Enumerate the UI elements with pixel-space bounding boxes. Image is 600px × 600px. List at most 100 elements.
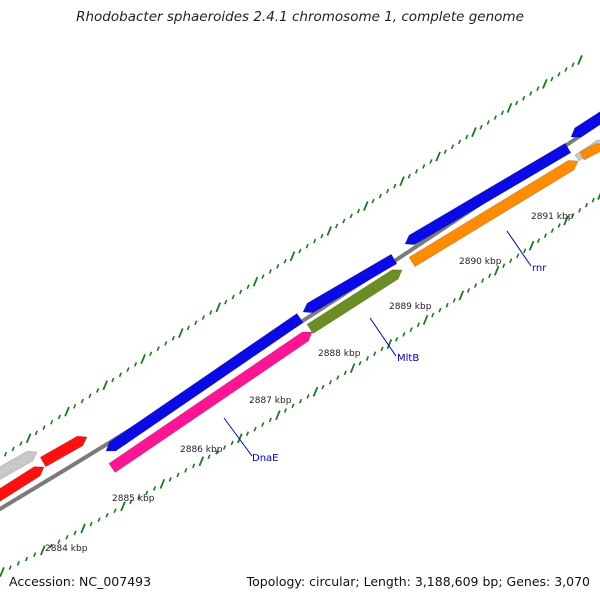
tick-mark: [291, 403, 295, 409]
gene-arrow-mltb: [306, 269, 403, 335]
tick-mark: [365, 356, 369, 361]
tick-mark: [25, 433, 32, 444]
dnae-callout-line: [223, 417, 253, 457]
tick-marks-inner: [0, 192, 600, 577]
tick-mark: [252, 276, 259, 287]
gene-arrow-grey-upper: [0, 450, 38, 480]
tick-mark: [386, 339, 393, 350]
tick-mark: [80, 398, 84, 404]
tick-mark: [550, 228, 554, 233]
tick-mark: [230, 440, 234, 446]
tick-mark: [543, 233, 547, 238]
tick-mark: [42, 425, 46, 430]
tick-mark: [40, 545, 46, 556]
rnr-callout-line: [506, 230, 532, 267]
tick-mark: [140, 354, 146, 365]
tick-mark: [321, 384, 325, 390]
tick-mark: [473, 283, 478, 288]
tick-mark: [358, 360, 362, 366]
gene-arrow-red-upper: [39, 435, 88, 468]
tick-mark: [129, 499, 133, 505]
tick-mark: [246, 284, 250, 290]
tick-labels: 2884 kbp 2885 kbp 2886 kbp 2887 kbp 2888…: [45, 212, 574, 554]
tick-mark: [500, 110, 505, 116]
tick-mark: [563, 215, 569, 226]
gene-arrow-red-lower: [0, 466, 45, 502]
tick-mark: [186, 325, 190, 331]
tick-mark: [16, 561, 20, 566]
tick-mark: [118, 372, 122, 378]
tick-mark: [571, 213, 575, 218]
tick-mark: [550, 76, 554, 82]
tick-mark: [529, 91, 533, 96]
tick-mark: [209, 310, 213, 315]
genome-summary-text: Topology: circular; Length: 3,188,609 bp…: [246, 574, 590, 589]
tick-mark: [306, 394, 310, 399]
tick-mark: [407, 173, 411, 179]
tick-mark: [466, 288, 471, 293]
tick-label: 2887 kbp: [249, 396, 292, 406]
tick-mark: [192, 463, 196, 469]
tick-mark: [429, 159, 433, 164]
tick-mark: [33, 552, 37, 558]
tick-mark: [523, 248, 527, 254]
tick-mark: [176, 472, 180, 478]
tick-mark: [237, 433, 243, 444]
tick-mark: [422, 314, 429, 325]
tick-mark: [268, 269, 272, 274]
tick-mark: [479, 124, 483, 130]
tick-mark: [102, 380, 108, 391]
tick-mark: [506, 102, 513, 113]
gene-label-dnae: DnaE: [252, 453, 278, 464]
tick-mark: [261, 274, 265, 279]
tick-mark: [133, 361, 138, 367]
tick-mark: [3, 451, 8, 457]
gene-arrow-blue-2: [302, 253, 398, 314]
tick-mark: [443, 149, 447, 154]
tick-mark: [164, 341, 168, 346]
tick-mark: [356, 208, 361, 214]
tick-mark: [239, 289, 243, 295]
tick-mark: [11, 446, 15, 452]
tick-mark: [97, 517, 101, 522]
tick-mark: [493, 265, 500, 276]
tick-mark: [184, 468, 188, 473]
tick-mark: [80, 523, 86, 534]
tick-mark: [393, 183, 397, 189]
tick-mark: [96, 388, 100, 393]
tick-mark: [516, 253, 520, 259]
tick-mark: [289, 251, 296, 262]
tick-label: 2891 kbp: [531, 212, 574, 222]
tick-mark: [50, 419, 54, 425]
tick-mark: [349, 213, 353, 219]
tick-mark: [305, 243, 309, 249]
gene-arrow-blue-4: [570, 111, 600, 138]
tick-mark: [34, 430, 38, 436]
tick-mark: [156, 346, 160, 351]
tick-label: 2890 kbp: [459, 257, 502, 267]
tick-mark: [373, 351, 377, 357]
tick-mark: [73, 404, 77, 409]
tick-mark: [395, 336, 399, 342]
tick-mark: [445, 302, 449, 308]
tick-mark: [371, 198, 375, 204]
tick-mark: [577, 55, 583, 65]
tick-mark: [261, 422, 265, 427]
gene-features: [0, 111, 600, 502]
tick-mark: [120, 501, 126, 512]
tick-mark: [88, 393, 92, 399]
tick-mark: [24, 556, 29, 562]
tick-mark: [431, 312, 435, 318]
tick-mark: [201, 315, 205, 320]
tick-mark: [557, 71, 561, 77]
tick-mark: [19, 441, 23, 446]
tick-mark: [298, 398, 303, 404]
tick-mark: [178, 328, 184, 339]
tick-label: 2885 kbp: [112, 494, 155, 504]
tick-mark: [363, 201, 369, 211]
tick-mark: [73, 530, 77, 536]
tick-mark: [8, 565, 12, 571]
tick-mark: [89, 521, 93, 527]
tick-label: 2889 kbp: [389, 302, 432, 312]
